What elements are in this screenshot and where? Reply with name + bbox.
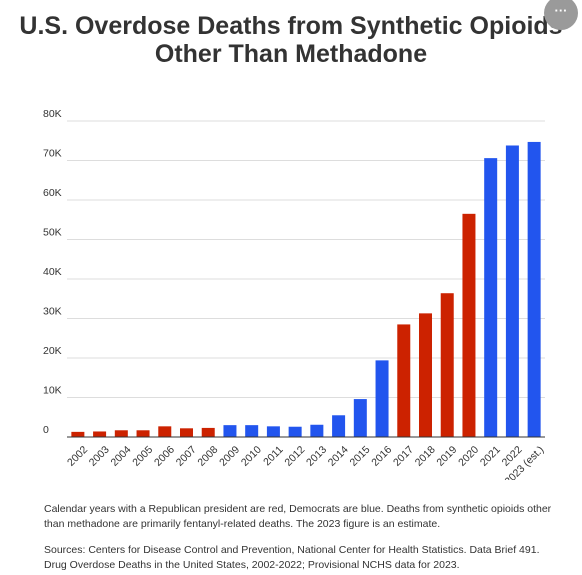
x-tick-label: 2011 <box>261 444 286 469</box>
bar-2010 <box>245 425 259 437</box>
x-tick-label: 2018 <box>413 444 438 469</box>
bar-2007 <box>180 428 193 437</box>
bar-2022 <box>505 145 519 438</box>
bar-2009 <box>223 425 237 437</box>
bar-2008 <box>201 427 215 437</box>
x-tick-label: 2004 <box>109 444 134 469</box>
chart-sources: Sources: Centers for Disease Control and… <box>44 544 540 571</box>
y-tick-label: 20K <box>43 345 62 357</box>
x-tick-label: 2002 <box>65 444 90 469</box>
bar-2020 <box>462 213 476 437</box>
more-horizontal-icon: ··· <box>554 3 568 18</box>
x-tick-label: 2019 <box>434 444 459 469</box>
bar-chart: 010K20K30K40K50K60K70K80K200220032004200… <box>43 108 546 480</box>
x-tick-label: 2016 <box>369 444 394 469</box>
bar-2017 <box>397 324 411 437</box>
x-tick-label: 2014 <box>326 444 351 469</box>
bar-2012 <box>288 426 302 437</box>
x-tick-label: 2021 <box>478 444 503 469</box>
x-tick-label: 2013 <box>304 444 329 469</box>
x-tick-label: 2015 <box>348 444 373 469</box>
x-tick-label: 2009 <box>217 444 242 469</box>
chart-caption: Calendar years with a Republican preside… <box>44 503 552 530</box>
x-tick-label: 2003 <box>87 444 112 469</box>
bar-2004 <box>114 430 128 437</box>
bar-2005 <box>136 430 150 437</box>
x-tick-label: 2006 <box>152 444 177 469</box>
bar-2003 <box>93 431 107 437</box>
more-options-button[interactable]: ··· <box>544 0 578 30</box>
y-tick-label: 30K <box>43 306 62 318</box>
y-tick-label: 60K <box>43 187 62 199</box>
y-tick-label: 70K <box>43 148 62 160</box>
bar-2019 <box>440 293 454 437</box>
bar-2023est <box>527 141 541 437</box>
bar-2016 <box>375 360 389 437</box>
y-tick-label: 80K <box>43 108 62 120</box>
y-tick-label: 50K <box>43 227 62 239</box>
bar-2011 <box>266 426 280 437</box>
x-tick-label: 2005 <box>130 444 155 469</box>
chart-title-line-1: U.S. Overdose Deaths from Synthetic Opio… <box>19 12 563 40</box>
bar-2018 <box>419 313 432 437</box>
chart-title: U.S. Overdose Deaths from Synthetic Opio… <box>0 12 582 68</box>
x-tick-label: 2008 <box>195 444 220 469</box>
x-tick-label: 2007 <box>174 444 199 469</box>
x-tick-label: 2017 <box>391 444 416 469</box>
y-tick-label: 10K <box>43 385 62 397</box>
bar-2002 <box>71 431 85 437</box>
chart-title-line-2: Other Than Methadone <box>154 40 428 68</box>
y-tick-label: 0 <box>43 424 49 436</box>
x-tick-label: 2010 <box>239 444 264 469</box>
x-tick-label: 2020 <box>456 444 481 469</box>
bar-2013 <box>310 424 324 437</box>
x-tick-label: 2012 <box>282 444 307 469</box>
bar-2021 <box>484 158 498 437</box>
bar-2014 <box>332 415 346 437</box>
bar-2015 <box>353 399 367 437</box>
y-tick-label: 40K <box>43 266 62 278</box>
bar-2006 <box>158 426 172 437</box>
